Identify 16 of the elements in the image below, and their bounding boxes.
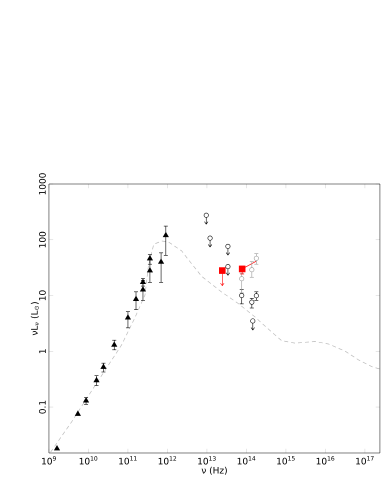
x-axis-title: ν (Hz)	[202, 466, 227, 475]
x-tick-label: 10$^{14}$	[238, 456, 256, 464]
x-tick-label: 10$^{12}$	[158, 456, 176, 465]
x-tick-label: 10$^{9}$	[42, 456, 56, 465]
x-tick-label: 10$^{13}$	[198, 456, 216, 465]
x-tick-label: 10$^{17}$	[356, 456, 374, 464]
x-tick-label: 10$^{11}$	[119, 456, 137, 464]
y-tick-label: 1000	[39, 173, 46, 194]
y-tick-label: 1	[39, 349, 46, 354]
y-tick-label: 100	[39, 232, 46, 248]
y-tick-label: 0.1	[39, 400, 46, 414]
x-tick-label: 10$^{16}$	[316, 456, 334, 465]
y-axis-title: νL$_{ν}$ (L$_{⊙}$)	[30, 302, 39, 336]
x-tick-label: 10$^{10}$	[80, 456, 98, 465]
y-tick-label: 10	[39, 290, 46, 300]
x-tick-label: 10$^{15}$	[277, 456, 295, 464]
